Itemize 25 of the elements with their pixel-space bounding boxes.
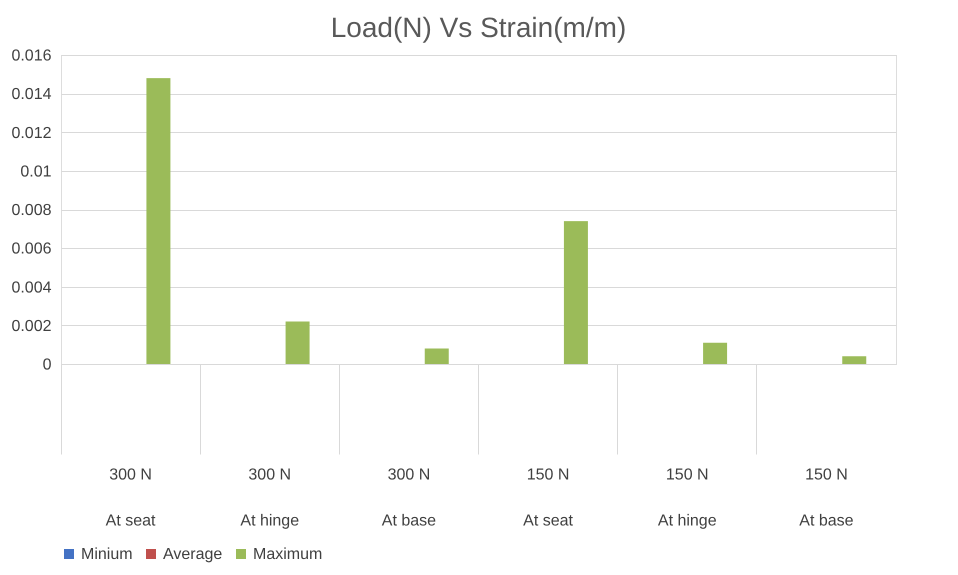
bar [564,221,588,364]
bar [286,322,310,364]
y-tick-label: 0.012 [11,124,52,142]
y-tick-label: 0.01 [20,163,52,180]
y-tick-label: 0.006 [11,240,52,258]
category-label: 150 N At seat [523,466,573,530]
bar [842,356,866,364]
bar [146,78,170,364]
bar [703,342,728,364]
category-label: 150 N At hinge [658,466,717,530]
y-tick-label: 0.004 [11,279,52,296]
y-tick-label: 0.002 [11,318,52,335]
legend-label: Maximum [253,546,322,563]
y-tick-label: 0.008 [11,202,52,219]
bar [424,348,449,364]
category-label: 300 N At base [382,466,436,530]
chart-title: Load(N) Vs Strain(m/m) [330,12,626,43]
category-label: 300 N At seat [106,466,156,530]
y-tick-label: 0.016 [11,48,52,64]
category-label: 300 N At hinge [240,466,300,530]
y-tick-label: 0 [42,356,52,374]
legend-label: Average [163,546,222,563]
category-label: 150 N At base [799,466,854,530]
y-tick-label: 0.014 [11,86,52,104]
legend-label: Minium [81,546,133,563]
